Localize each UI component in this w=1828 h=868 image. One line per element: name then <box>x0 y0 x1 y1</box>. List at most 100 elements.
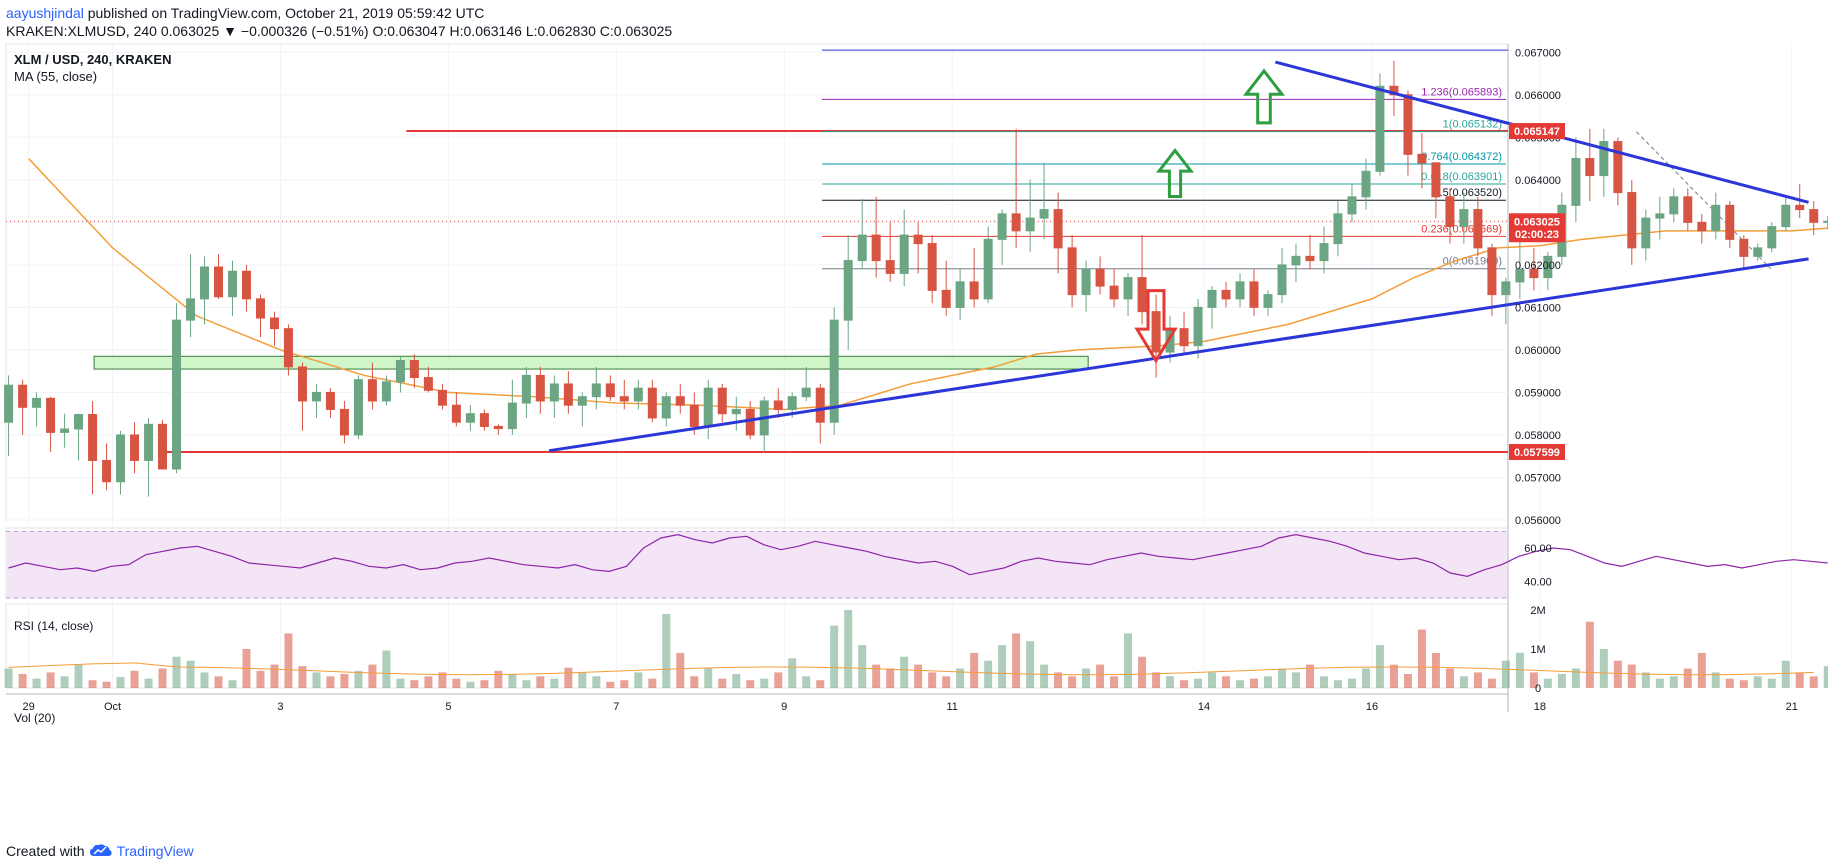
candle <box>871 196 881 278</box>
candle-body <box>1781 204 1791 228</box>
candle <box>1193 298 1203 359</box>
candle <box>1249 269 1259 316</box>
candle-body <box>1403 94 1413 155</box>
change-arrow-icon: ▼ <box>223 23 237 39</box>
candle <box>549 375 559 418</box>
price-label-box-countdown <box>1509 226 1565 243</box>
price-label-box-last <box>1509 213 1565 230</box>
volume-bar <box>1683 668 1692 688</box>
volume-bar <box>522 680 531 688</box>
candle-body <box>297 366 307 402</box>
candle-body <box>1347 196 1357 215</box>
candle <box>1627 179 1637 265</box>
candle-body <box>1221 289 1231 300</box>
candle-body <box>1627 192 1637 249</box>
fib-level-label: 0(0.061909) <box>1443 256 1502 268</box>
volume-bar <box>1781 660 1790 688</box>
candle-body <box>395 360 405 383</box>
candle <box>857 198 867 270</box>
candle-body <box>199 266 209 300</box>
volume-bar <box>1026 641 1035 688</box>
volume-bar <box>1431 652 1440 688</box>
candle <box>1697 213 1707 244</box>
volume-bar <box>1333 680 1342 688</box>
candle <box>144 417 154 497</box>
candle-body <box>1669 196 1679 215</box>
candle <box>1417 133 1427 189</box>
volume-bar <box>1096 664 1105 688</box>
candle <box>1137 235 1147 325</box>
candle-body <box>437 389 447 406</box>
candle <box>1179 311 1189 355</box>
candle <box>353 375 363 440</box>
candle-body <box>1795 204 1805 211</box>
price-tick-label: 0.057000 <box>1515 472 1561 484</box>
candle <box>563 371 573 414</box>
tradingview-brand-link[interactable]: TradingView <box>116 843 194 859</box>
volume-bar <box>1529 672 1538 688</box>
volume-bar <box>102 681 111 688</box>
time-tick-label: 21 <box>1786 701 1798 713</box>
candle-body <box>46 397 56 433</box>
candle-body <box>997 213 1007 240</box>
candle-body <box>969 281 979 300</box>
candle-body <box>913 234 923 245</box>
volume-bar <box>732 673 741 688</box>
candle-body <box>647 387 657 419</box>
volume-bar <box>1194 678 1203 688</box>
fib-level-label: 0.618(0.063901) <box>1421 171 1502 183</box>
candle-body <box>1123 277 1133 300</box>
candle <box>703 379 713 440</box>
candle-body <box>157 423 167 470</box>
volume-bar <box>1278 668 1287 688</box>
candle-body <box>144 423 154 461</box>
candle <box>675 383 685 414</box>
candle-body <box>619 396 629 402</box>
candle-body <box>773 400 783 410</box>
volume-bar <box>1417 629 1426 688</box>
candle-body <box>1109 285 1119 300</box>
candle <box>717 383 727 423</box>
candle-body <box>116 434 126 483</box>
volume-bar <box>340 673 349 688</box>
candle <box>102 443 112 491</box>
volume-bar <box>886 668 895 688</box>
candle <box>1473 196 1483 257</box>
candle-body <box>18 384 28 408</box>
publisher-link[interactable]: aayushjindal <box>6 5 84 21</box>
price-tick-label: 0.059000 <box>1515 387 1561 399</box>
time-tick-label: 29 <box>22 701 34 713</box>
volume-bar <box>116 677 125 688</box>
candle-body <box>1543 255 1553 279</box>
candle <box>1669 188 1679 223</box>
candle <box>829 307 839 435</box>
volume-pane: 2M 1M 0 <box>4 605 1828 695</box>
volume-bar <box>1264 676 1272 688</box>
rsi-tick-label: 40.00 <box>1524 576 1552 588</box>
candle-body <box>1319 243 1329 262</box>
volume-bar <box>1585 621 1594 688</box>
fib-level-label: 0.5(0.063520) <box>1434 187 1503 199</box>
candle <box>1291 243 1301 282</box>
volume-bar <box>1291 672 1300 688</box>
volume-bar <box>1166 676 1175 688</box>
candle-body <box>1095 268 1105 287</box>
volume-bar <box>1557 673 1566 688</box>
candle <box>18 379 28 435</box>
candle <box>1025 179 1035 253</box>
published-text: published on TradingView.com, October 21… <box>87 5 485 21</box>
candle <box>1781 196 1791 231</box>
candle-body <box>1277 264 1287 296</box>
volume-bar <box>1375 645 1384 688</box>
volume-bar <box>60 676 69 688</box>
volume-bar <box>354 670 363 688</box>
candle <box>1039 162 1049 240</box>
volume-bar <box>1320 676 1329 688</box>
publish-header: aayushjindal published on TradingView.co… <box>6 4 484 22</box>
candle-body <box>1487 247 1497 296</box>
volume-bar <box>1082 668 1091 688</box>
candle <box>186 254 196 338</box>
candle <box>913 222 923 274</box>
